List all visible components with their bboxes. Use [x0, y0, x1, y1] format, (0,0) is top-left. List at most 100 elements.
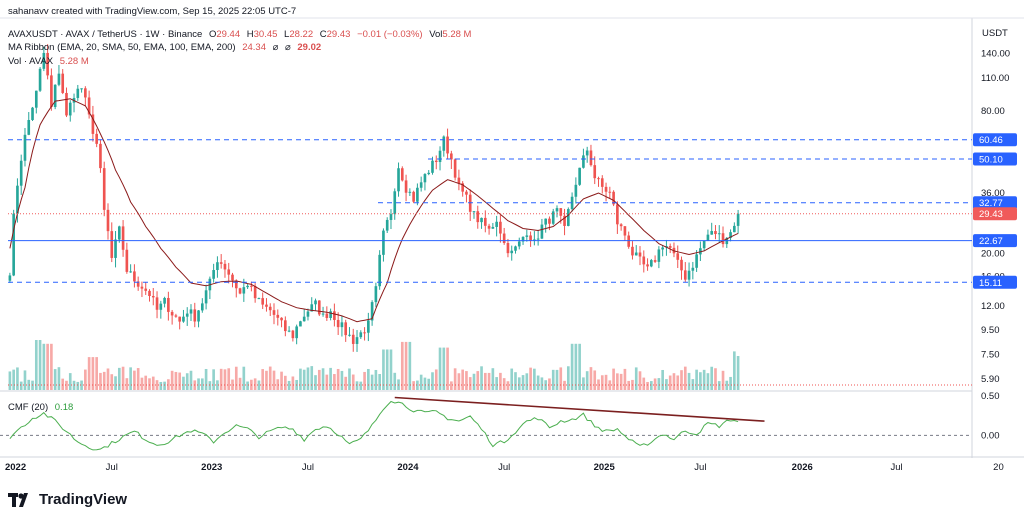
- high-value: 30.45: [253, 29, 278, 40]
- level-badge: [973, 152, 1017, 166]
- volume-bar: [117, 367, 121, 390]
- candle-body: [566, 209, 570, 226]
- brand-name: TradingView: [39, 491, 128, 508]
- volume-bar: [585, 371, 589, 390]
- symbol-title[interactable]: AVAXUSDT · AVAX / TetherUS · 1W · Binanc…: [8, 29, 203, 40]
- candle-body: [680, 259, 683, 271]
- volume-bar: [566, 366, 570, 390]
- volume-bar: [533, 368, 536, 390]
- candle-body: [174, 315, 178, 317]
- candle-body: [268, 306, 272, 311]
- candle-body: [167, 297, 170, 312]
- cmf-value: 0.18: [54, 402, 74, 413]
- candle-body: [631, 246, 634, 256]
- candle-body: [46, 52, 49, 76]
- candle-body: [427, 172, 431, 175]
- candle-body: [27, 120, 31, 135]
- tradingview-logo-icon: [8, 492, 28, 507]
- volume-bar: [219, 368, 223, 390]
- volume-bar: [683, 366, 687, 390]
- price-tick-label: 9.50: [981, 325, 1000, 336]
- candle-body: [374, 286, 378, 303]
- volume-bar: [604, 374, 608, 390]
- volume-bar: [182, 376, 185, 390]
- candle-body: [344, 322, 348, 336]
- volume-bar: [434, 369, 438, 390]
- volume-bar: [487, 372, 491, 390]
- volume-bar: [212, 369, 215, 390]
- volume-bar: [616, 373, 619, 390]
- candle-body: [499, 221, 502, 234]
- volume-bar: [167, 379, 170, 390]
- candle-body: [231, 274, 234, 281]
- tradingview-logo[interactable]: TradingView: [8, 491, 127, 508]
- time-tick-label: Jul: [694, 462, 706, 473]
- volume-bar: [197, 378, 200, 390]
- candle-body: [446, 136, 449, 154]
- candle-body: [31, 107, 34, 121]
- candle-body: [642, 256, 646, 265]
- volume-bar: [114, 376, 117, 390]
- candle-body: [638, 252, 642, 257]
- volume-bar: [204, 368, 208, 390]
- candle-body: [555, 208, 559, 212]
- volume-bar: [95, 357, 98, 390]
- candle-body: [495, 221, 498, 227]
- volume-bar: [325, 374, 329, 390]
- volume-bar: [348, 368, 351, 390]
- candle-body: [129, 271, 132, 273]
- time-tick-label: 2024: [397, 462, 419, 473]
- candle-body: [378, 254, 381, 287]
- volume-bar: [91, 357, 95, 390]
- level-badge-label: 22.67: [979, 236, 1003, 247]
- volume-value: 5.28 M: [442, 29, 472, 40]
- volume-bar: [99, 372, 102, 390]
- volume-bar: [608, 380, 612, 390]
- price-tick-label: 110.00: [981, 73, 1009, 84]
- volume-bar: [370, 374, 374, 390]
- volume-bar: [253, 378, 257, 390]
- candle-body: [242, 287, 246, 294]
- candle-body: [661, 247, 664, 250]
- cmf-title[interactable]: CMF (20): [8, 402, 49, 413]
- ma-ribbon-legend: MA Ribbon (EMA, 20, SMA, 50, EMA, 100, E…: [8, 42, 321, 53]
- ma-ribbon-title[interactable]: MA Ribbon (EMA, 20, SMA, 50, EMA, 100, E…: [8, 42, 236, 53]
- candle-body: [382, 230, 385, 255]
- volume-bar: [412, 381, 415, 390]
- candle-body: [140, 286, 144, 289]
- time-tick-label: 2022: [5, 462, 26, 473]
- candle-body: [457, 177, 461, 184]
- candle-body: [416, 187, 419, 202]
- candle-body: [317, 300, 321, 315]
- candle-body: [204, 290, 208, 304]
- volume-bar: [50, 343, 53, 390]
- ma-value-1: 24.34: [242, 42, 266, 53]
- candle-body: [295, 326, 298, 339]
- candle-body: [582, 155, 585, 168]
- volume-bar: [19, 381, 23, 390]
- volume-bar: [144, 375, 148, 390]
- level-badge: [973, 275, 1017, 289]
- volume-bar: [87, 357, 91, 390]
- current-price-label: 29.43: [979, 209, 1003, 220]
- time-tick-label: 2025: [594, 462, 616, 473]
- candle-body: [144, 288, 148, 291]
- open-label: O: [208, 29, 217, 40]
- volume-title[interactable]: Vol · AVAX: [8, 56, 54, 67]
- volume-bar: [231, 379, 234, 390]
- candle-body: [363, 332, 366, 334]
- price-tick-label: 80.00: [981, 106, 1005, 117]
- volume-bar: [53, 369, 57, 390]
- time-tick-label: Jul: [498, 462, 510, 473]
- candle-body: [450, 153, 453, 160]
- candle-body: [238, 288, 242, 294]
- candle-body: [314, 300, 317, 305]
- candle-body: [510, 250, 514, 254]
- candle-body: [261, 298, 265, 305]
- candle-body: [61, 73, 65, 93]
- volume-bar: [450, 381, 453, 390]
- volume-bar: [695, 369, 698, 390]
- candle-body: [193, 309, 197, 322]
- volume-bar: [431, 372, 434, 390]
